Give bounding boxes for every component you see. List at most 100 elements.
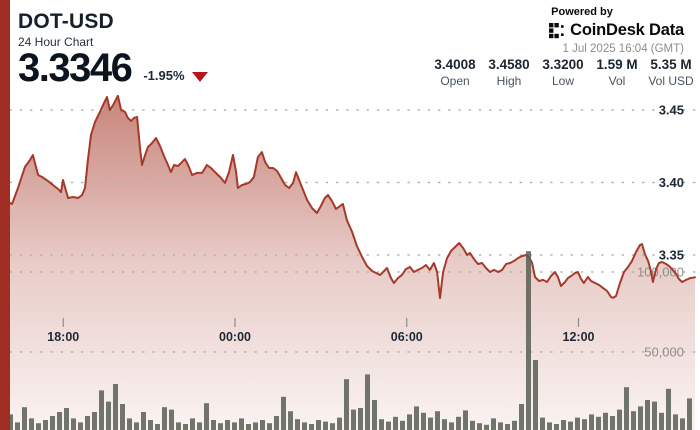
volume-bar: [134, 422, 139, 430]
volume-bar: [358, 408, 363, 430]
volume-bar: [617, 409, 622, 430]
volume-bar: [36, 423, 41, 430]
volume-bar: [645, 400, 650, 430]
volume-bar: [302, 422, 307, 430]
left-accent-bar: [0, 0, 10, 430]
volume-bar: [449, 422, 454, 430]
volume-bar: [120, 404, 125, 430]
volume-bar: [8, 414, 13, 430]
down-arrow-icon: [191, 72, 208, 82]
volume-bar: [680, 418, 685, 430]
volume-bar: [64, 408, 69, 430]
volume-bar: [330, 423, 335, 430]
volume-bar: [631, 411, 636, 430]
volume-bar: [57, 412, 62, 430]
stat-low: 3.3200 Low: [536, 57, 590, 88]
volume-bar: [596, 416, 601, 430]
time-axis-label: 12:00: [563, 330, 595, 344]
volume-bar: [162, 407, 167, 430]
volume-bar: [43, 420, 48, 430]
timestamp: 1 Jul 2025 16:04 (GMT): [562, 43, 684, 55]
volume-bar: [190, 418, 195, 430]
volume-bar: [666, 388, 671, 430]
current-price: 3.3346: [18, 46, 133, 90]
volume-bar: [92, 412, 97, 430]
volume-bar: [428, 417, 433, 430]
volume-bar: [274, 416, 279, 430]
volume-bar: [85, 416, 90, 430]
volume-bar: [15, 422, 20, 430]
volume-bar: [344, 379, 349, 430]
volume-bar: [225, 420, 230, 430]
volume-bar: [624, 387, 629, 430]
chart-period-label: 24 Hour Chart: [18, 35, 94, 49]
volume-bar: [50, 416, 55, 430]
price-axis-label: 3.45: [659, 103, 684, 118]
stat-low-label: Low: [551, 74, 574, 88]
volume-bar: [442, 419, 447, 430]
volume-bar: [512, 420, 517, 430]
coindesk-logo-icon: [549, 22, 566, 39]
volume-bar: [414, 406, 419, 430]
volume-bar: [295, 419, 300, 430]
volume-bar: [148, 420, 153, 430]
volume-bar: [554, 424, 559, 430]
volume-bar: [323, 421, 328, 430]
volume-bar: [652, 401, 657, 430]
volume-bar: [169, 409, 174, 430]
volume-bar: [498, 422, 503, 430]
volume-bar: [197, 422, 202, 430]
volume-bar: [463, 410, 468, 430]
header: DOT-USD 24 Hour Chart: [18, 10, 114, 49]
volume-bar: [253, 422, 258, 430]
volume-bar: [29, 418, 34, 430]
stat-open-value: 3.4008: [434, 57, 476, 72]
volume-bar: [127, 418, 132, 430]
volume-bar: [526, 251, 531, 430]
time-axis-label: 18:00: [47, 330, 79, 344]
price-axis-label: 3.35: [659, 248, 684, 263]
brand-block: Powered by CoinDesk Data 1 Jul 2025 16:0…: [549, 6, 684, 55]
volume-bar: [533, 360, 538, 430]
volume-bar: [519, 404, 524, 430]
volume-bar: [589, 414, 594, 430]
volume-axis-label: 50,000: [644, 345, 684, 360]
volume-bar: [141, 412, 146, 430]
volume-bar: [575, 417, 580, 430]
brand-row[interactable]: CoinDesk Data: [549, 21, 684, 40]
volume-bar: [232, 422, 237, 430]
time-axis-label: 00:00: [219, 330, 251, 344]
stat-high: 3.4580 High: [482, 57, 536, 88]
volume-bar: [603, 412, 608, 430]
price-axis-label: 3.40: [659, 175, 684, 190]
powered-by-label: Powered by: [551, 6, 613, 18]
stat-volume-usd: 5.35 M Vol USD: [644, 57, 698, 88]
price-line: [7, 94, 696, 300]
brand-name: CoinDesk Data: [570, 21, 684, 39]
volume-bar: [407, 414, 412, 430]
volume-bar: [400, 420, 405, 430]
volume-bar: [491, 418, 496, 430]
volume-bar: [351, 409, 356, 430]
volume-bar: [386, 421, 391, 430]
stat-high-value: 3.4580: [488, 57, 530, 72]
volume-bar: [337, 417, 342, 430]
volume-bar: [393, 416, 398, 430]
time-axis-label: 06:00: [391, 330, 423, 344]
stat-high-label: High: [496, 74, 522, 88]
symbol-title: DOT-USD: [18, 10, 114, 33]
volume-bar: [659, 412, 664, 430]
volume-bar: [22, 407, 27, 430]
volume-bar: [78, 422, 83, 430]
price-row: 3.3346 -1.95%: [18, 48, 208, 88]
stat-volume-label: Vol: [608, 74, 626, 88]
volume-bar: [379, 419, 384, 430]
volume-bar: [568, 421, 573, 430]
volume-bar: [183, 424, 188, 430]
volume-bar: [456, 416, 461, 430]
volume-bar: [505, 424, 510, 430]
volume-bar: [239, 418, 244, 430]
volume-bar: [673, 414, 678, 430]
